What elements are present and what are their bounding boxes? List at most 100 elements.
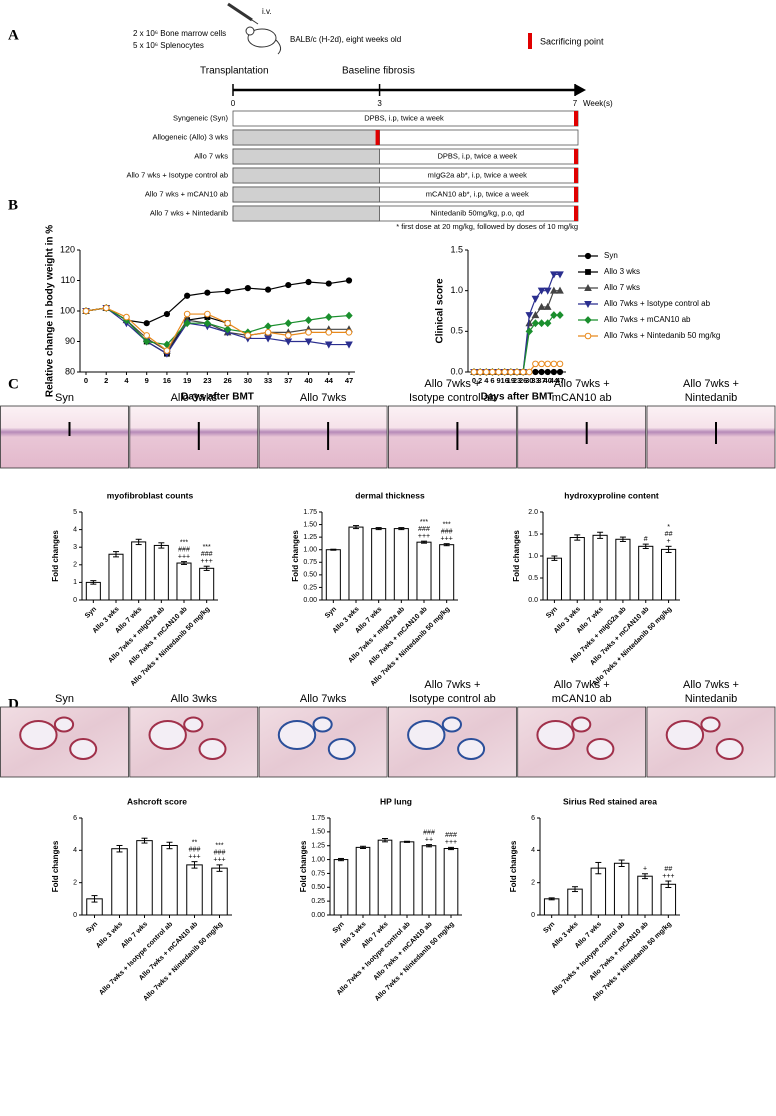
bar (421, 845, 437, 916)
marker (264, 322, 272, 331)
y-tick-label: 1.75 (303, 509, 317, 516)
x-tick-label: 37 (537, 376, 545, 385)
arrow-head (575, 84, 586, 96)
series-line (85, 307, 349, 352)
error-bar (548, 897, 555, 901)
marker (543, 302, 552, 310)
y-tick-label: 0.00 (311, 912, 325, 919)
significance: +++ (662, 873, 674, 880)
error-bar (375, 527, 382, 531)
bar (543, 898, 560, 916)
significance: * (667, 524, 670, 531)
bar (333, 859, 349, 916)
marker (584, 301, 592, 309)
phase-label: Transplantation (200, 66, 269, 77)
bar (613, 862, 630, 916)
x-tick-label: Syn (84, 606, 98, 620)
marker (183, 319, 191, 328)
y-tick-label: 0.75 (303, 559, 317, 566)
histology-image (258, 405, 388, 469)
error-bar (158, 542, 165, 549)
route-label: i.v. (262, 7, 272, 16)
y-tick-label: 2 (73, 880, 77, 887)
significance: +++ (441, 536, 453, 543)
y-tick-label: 120 (60, 244, 75, 254)
x-tick-label: 33 (531, 376, 539, 385)
significance: + (643, 866, 647, 873)
panel-label: C (8, 376, 19, 392)
significance: ** (192, 839, 198, 846)
error-bar (595, 861, 602, 875)
error-bar (116, 844, 123, 853)
bar (569, 537, 585, 601)
error-bar (665, 545, 672, 553)
x-tick-label: 40 (304, 376, 312, 385)
x-tick-label: 33 (264, 376, 272, 385)
histology-title: Allo 3wks (171, 392, 218, 404)
bar (439, 544, 455, 601)
airway (407, 720, 446, 750)
marker (305, 329, 312, 336)
significance: ### (445, 832, 457, 839)
histology-title: Allo 3wks (171, 693, 218, 705)
x-tick-label: Syn (85, 921, 99, 935)
error-bar (642, 873, 648, 880)
marker (544, 360, 552, 368)
bar (186, 864, 203, 916)
significance: ### (418, 526, 430, 533)
marker (183, 310, 191, 318)
y-tick-label: 1.00 (303, 547, 317, 554)
series-line (474, 290, 560, 373)
group-label: Allo 7 wks + Isotype control ab (126, 170, 228, 179)
legend-label: Allo 7wks + Isotype control ab (604, 299, 711, 308)
error-bar (398, 527, 405, 531)
bar (399, 841, 415, 916)
marker (513, 368, 521, 376)
x-tick-label: 19 (183, 376, 191, 385)
marker (204, 310, 211, 318)
error-bar (572, 886, 578, 893)
x-tick-label: 16 (163, 376, 171, 385)
chart-title: Ashcroft score (127, 796, 187, 806)
sacrifice-mark (375, 130, 380, 145)
marker (519, 368, 527, 376)
bar (377, 839, 393, 916)
significance: +++ (445, 839, 457, 846)
marker (223, 325, 232, 334)
error-bar (191, 861, 198, 869)
y-tick-label: 0.75 (311, 870, 325, 877)
marker (550, 360, 558, 368)
sacrifice-mark (574, 111, 578, 126)
airway (198, 738, 227, 760)
error-bar (619, 536, 626, 542)
panel-label: A (8, 27, 19, 43)
error-bar (90, 580, 97, 585)
x-tick-label: 47 (556, 376, 564, 385)
error-bar (426, 844, 432, 848)
marker (556, 368, 564, 376)
histology-title: Allo 7wks (300, 392, 347, 404)
error-bar (360, 845, 366, 849)
bar (111, 848, 128, 916)
marker (531, 295, 540, 303)
x-tick-label: 4 (484, 376, 489, 385)
marker (532, 360, 539, 368)
airway (53, 716, 75, 733)
sacrifice-legend: Sacrificing point (540, 36, 604, 46)
series-line (85, 307, 350, 346)
significance: *** (420, 519, 428, 526)
y-tick-label: 0.50 (311, 884, 325, 891)
bar (371, 528, 387, 601)
y-tick-label: 1.25 (311, 843, 325, 850)
significance: *** (180, 539, 188, 546)
marker (304, 338, 313, 346)
y-tick-label: 1.0 (528, 553, 538, 560)
significance: +++ (178, 553, 190, 560)
y-tick-label: 6 (531, 815, 535, 822)
bar (416, 541, 432, 601)
marker (584, 252, 592, 260)
significance: ## (665, 531, 673, 538)
marker (264, 335, 272, 343)
marker (525, 312, 534, 320)
bar (211, 867, 228, 916)
